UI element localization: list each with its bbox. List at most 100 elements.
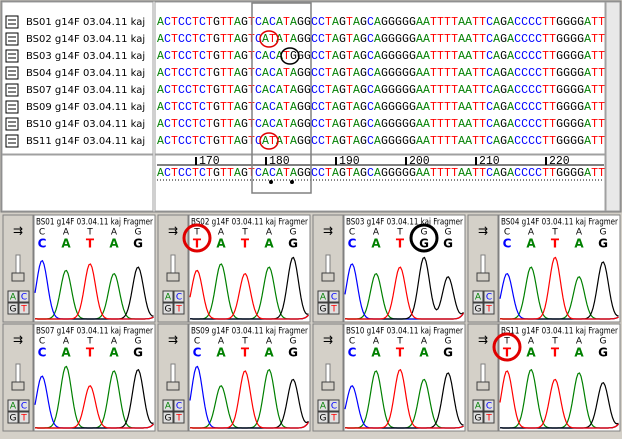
arrow-icon: ⇉ — [13, 224, 23, 238]
ruler-label: 180 — [269, 155, 290, 168]
base-call: C — [38, 346, 47, 360]
base-button[interactable] — [328, 411, 340, 424]
base-button-label: G — [320, 305, 327, 315]
slider-thumb[interactable] — [166, 381, 180, 391]
slider-thumb[interactable] — [476, 381, 490, 391]
base-button[interactable] — [328, 290, 340, 303]
base-button[interactable] — [328, 399, 340, 412]
base-call: A — [264, 237, 274, 251]
arrow-icon: ⇉ — [168, 224, 178, 238]
base-button[interactable] — [472, 302, 484, 315]
sample-icon — [5, 49, 19, 63]
slider-thumb[interactable] — [11, 381, 25, 391]
base-button[interactable] — [472, 411, 484, 424]
base-call: A — [109, 346, 119, 360]
base-button[interactable] — [173, 302, 185, 315]
base-button[interactable] — [162, 411, 174, 424]
trace-title: BS03 g14F 03.04.11 kaj Fragmer — [346, 218, 463, 228]
base-call: C — [38, 237, 47, 251]
base-call: G — [443, 346, 453, 360]
base-button[interactable] — [7, 411, 19, 424]
sequence: ACTCCTCTGTTAGTCACATAGGCCTAGTAGCAGGGGGAAT… — [157, 84, 605, 97]
arrow-icon: ⇉ — [323, 224, 333, 238]
base-button[interactable] — [483, 399, 495, 412]
trace-title: BS04 g14F 03.04.11 kaj Fragmer — [501, 218, 618, 228]
base-call-small: T — [503, 337, 510, 347]
base-button[interactable] — [317, 302, 329, 315]
base-call-small: A — [528, 337, 535, 347]
arrow-icon: ⇉ — [323, 333, 333, 347]
base-button[interactable] — [173, 411, 185, 424]
trace-grid: ⇉ A C G T BS01 g14F 03.04.11 kaj Fragmer C C A A T… — [0, 213, 622, 435]
base-call-small: A — [111, 228, 118, 238]
trace-area — [33, 214, 156, 323]
sample-name: BS10 g14F 03.04.11 kaj — [26, 119, 145, 130]
base-button[interactable] — [18, 302, 30, 315]
selection-box — [251, 2, 312, 194]
slider-thumb[interactable] — [11, 272, 25, 282]
base-button[interactable] — [162, 290, 174, 303]
base-button[interactable] — [317, 411, 329, 424]
base-button-label: T — [330, 414, 337, 424]
base-button[interactable] — [483, 290, 495, 303]
base-call: A — [371, 237, 381, 251]
base-call-small: G — [445, 228, 452, 238]
base-button[interactable] — [317, 290, 329, 303]
base-call-small: T — [241, 228, 248, 238]
base-call: A — [109, 237, 119, 251]
base-button[interactable] — [317, 399, 329, 412]
base-button[interactable] — [7, 302, 19, 315]
base-button[interactable] — [483, 302, 495, 315]
base-call-small: A — [373, 228, 380, 238]
base-button[interactable] — [7, 290, 19, 303]
base-call-small: A — [528, 228, 535, 238]
slider-thumb[interactable] — [166, 272, 180, 282]
base-call-small: C — [39, 228, 45, 238]
base-call: T — [241, 237, 250, 251]
base-call: C — [348, 237, 357, 251]
base-button-label: C — [21, 293, 27, 303]
base-call-small: T — [396, 337, 403, 347]
base-button[interactable] — [483, 411, 495, 424]
highlight-circle — [280, 47, 300, 65]
base-button[interactable] — [7, 399, 19, 412]
sample-name: BS03 g14F 03.04.11 kaj — [26, 51, 145, 62]
trace-curve — [499, 256, 619, 320]
base-call: A — [526, 237, 536, 251]
base-call: A — [371, 346, 381, 360]
base-call: A — [574, 346, 584, 360]
base-button[interactable] — [173, 399, 185, 412]
base-button[interactable] — [162, 302, 174, 315]
base-button[interactable] — [328, 302, 340, 315]
slider-thumb[interactable] — [321, 381, 335, 391]
alignment-panel: BS01 g14F 03.04.11 kaj ACTCCTCTGTTAGTCACA… — [0, 0, 622, 213]
trace-area — [343, 323, 466, 432]
base-call-small: C — [504, 228, 510, 238]
base-button[interactable] — [18, 411, 30, 424]
base-call: T — [193, 237, 202, 251]
base-call: G — [133, 237, 143, 251]
base-button[interactable] — [18, 399, 30, 412]
base-button[interactable] — [472, 290, 484, 303]
base-button[interactable] — [162, 399, 174, 412]
slider-thumb[interactable] — [321, 272, 335, 282]
trace-title: BS09 g14F 03.04.11 kaj Fragmer — [191, 327, 308, 337]
base-call-small: A — [266, 228, 273, 238]
highlight-circle — [409, 223, 439, 253]
sample-icon — [5, 15, 19, 29]
slider-thumb[interactable] — [476, 272, 490, 282]
sample-name: BS04 g14F 03.04.11 kaj — [26, 68, 145, 79]
dot — [290, 180, 294, 184]
arrow-icon: ⇉ — [168, 333, 178, 347]
base-button-label: T — [485, 414, 492, 424]
base-button[interactable] — [472, 399, 484, 412]
base-button[interactable] — [18, 290, 30, 303]
base-call-small: G — [290, 228, 297, 238]
base-button[interactable] — [173, 290, 185, 303]
base-call-small: A — [373, 337, 380, 347]
trace-title: BS01 g14F 03.04.11 kaj Fragmer — [36, 218, 153, 228]
scrollbar[interactable] — [605, 1, 621, 212]
sample-icon — [5, 83, 19, 97]
highlight-circle — [182, 223, 212, 253]
